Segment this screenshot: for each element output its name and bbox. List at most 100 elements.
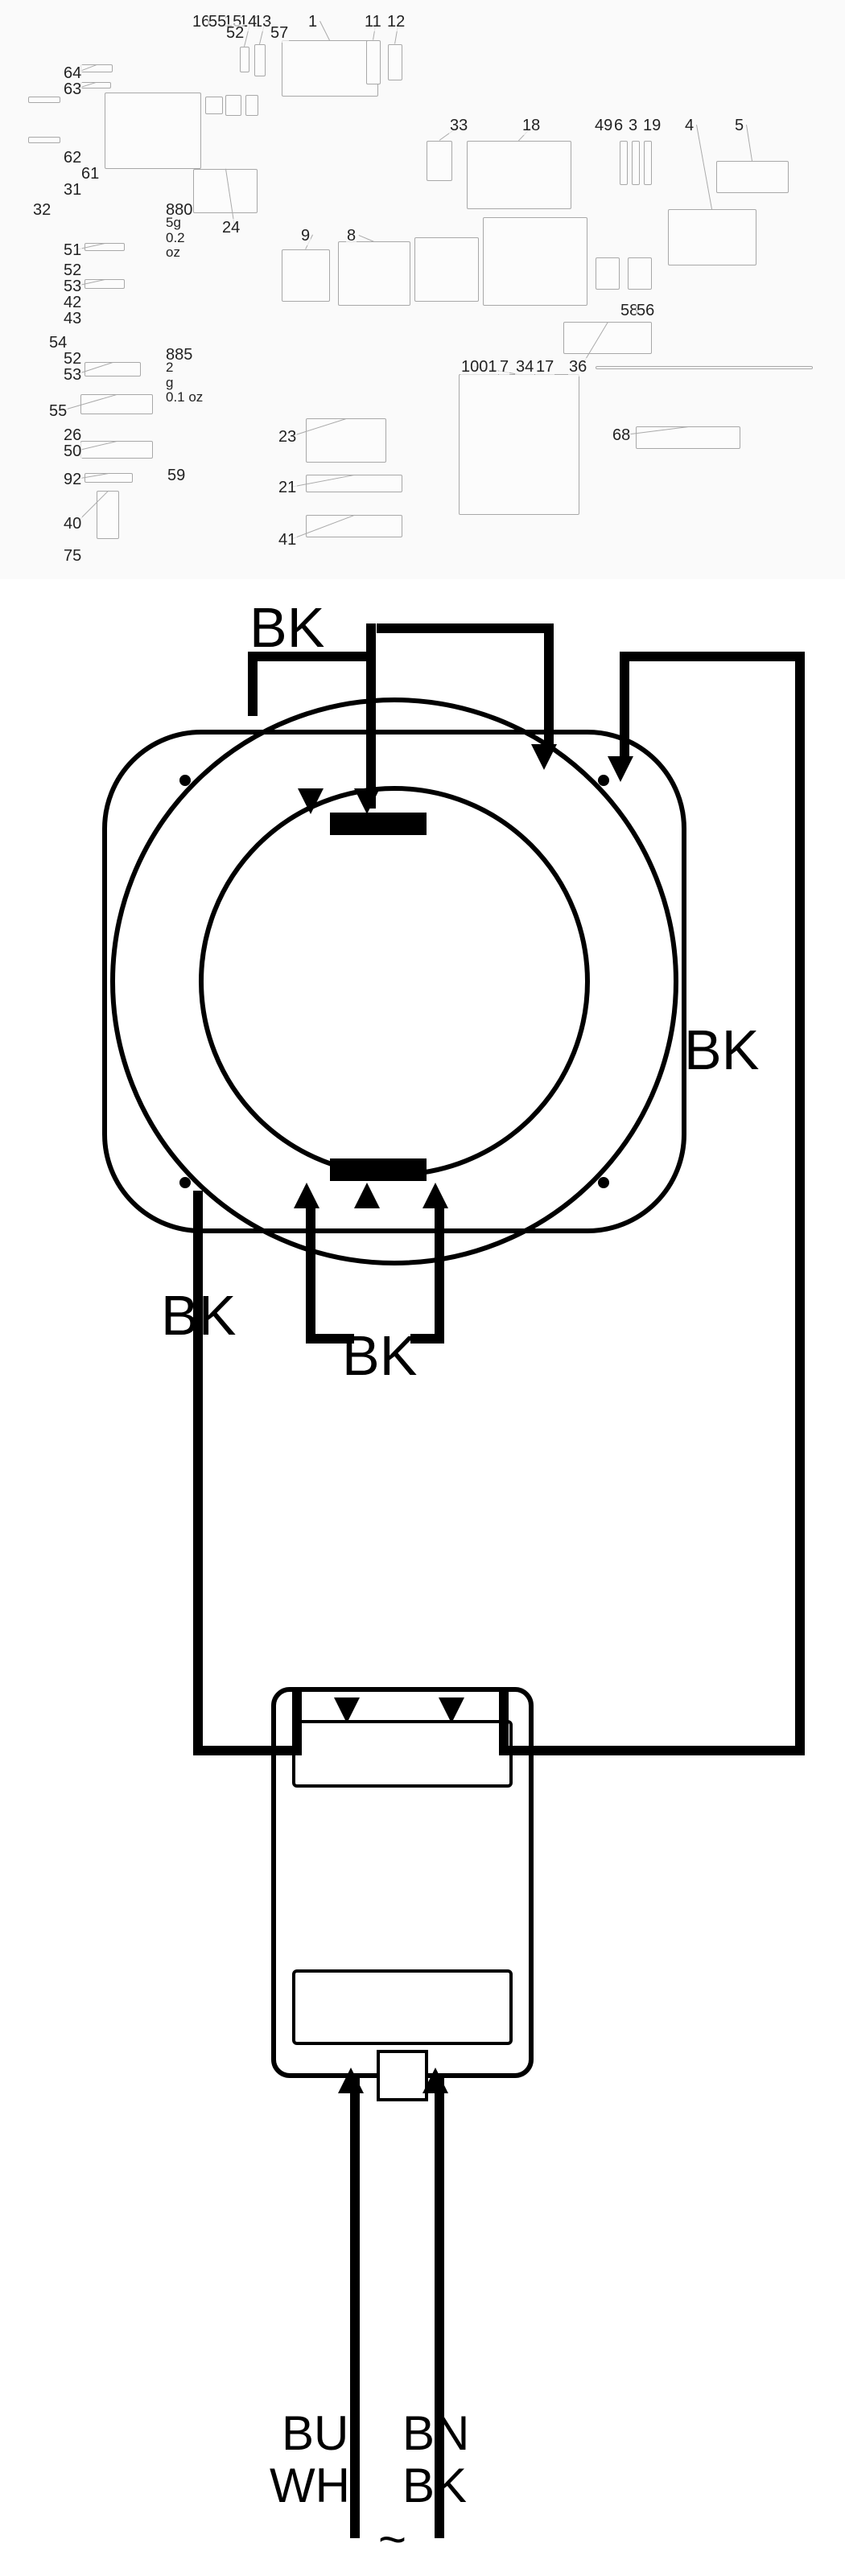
part-sketch xyxy=(628,257,652,290)
wire xyxy=(795,652,805,1754)
part-number-3: 3 xyxy=(628,117,638,135)
wire xyxy=(248,652,258,716)
arrow-up xyxy=(422,1183,448,1208)
part-sketch-1001 xyxy=(459,374,579,515)
wire xyxy=(544,623,554,744)
part-number-63: 63 xyxy=(63,80,82,99)
wire-label-BK: BK xyxy=(342,1323,417,1388)
part-number-7: 7 xyxy=(499,358,509,377)
part-sketch-11 xyxy=(366,40,381,84)
part-number-36: 36 xyxy=(568,358,587,377)
part-number-49: 49 xyxy=(594,117,613,135)
wire-label-WH: WH xyxy=(270,2458,350,2513)
part-number-40: 40 xyxy=(63,515,82,533)
part-sketch xyxy=(483,217,587,306)
part-number-62: 62 xyxy=(63,149,82,167)
arrow-down xyxy=(608,756,633,782)
part-number-75: 75 xyxy=(63,547,82,566)
part-sketch-14 xyxy=(240,47,249,72)
wire xyxy=(377,623,554,633)
part-number-5: 5 xyxy=(734,117,744,135)
part-number-8: 8 xyxy=(346,227,357,245)
arrow-down xyxy=(334,1697,360,1723)
grease-note-885: 2g0.1 oz xyxy=(165,360,204,405)
part-number-51: 51 xyxy=(63,241,82,260)
wire xyxy=(193,1746,302,1755)
part-number-56: 56 xyxy=(636,302,655,320)
part-number-6: 6 xyxy=(613,117,624,135)
grease-note-880: 5g0.2oz xyxy=(165,216,186,261)
part-sketch xyxy=(245,95,258,116)
arrow-up xyxy=(422,2068,448,2093)
wire-label-BN: BN xyxy=(402,2405,469,2461)
part-number-61: 61 xyxy=(80,165,100,183)
part-sketch-53 xyxy=(84,279,125,289)
part-number-52: 52 xyxy=(225,24,245,43)
leader-line xyxy=(319,21,330,40)
exploded-view-panel: 1111213141516525557646362613132880243318… xyxy=(0,0,845,579)
arrow-down xyxy=(439,1697,464,1723)
part-number-43: 43 xyxy=(63,310,82,328)
wire xyxy=(620,652,629,756)
part-number-41: 41 xyxy=(278,531,297,549)
part-sketch-55 xyxy=(80,394,153,414)
part-number-92: 92 xyxy=(63,471,82,489)
part-number-34: 34 xyxy=(515,358,534,377)
part-sketch-21 xyxy=(306,475,402,492)
part-sketch xyxy=(596,366,813,369)
part-number-32: 32 xyxy=(32,201,52,220)
part-sketch-41 xyxy=(306,515,402,537)
part-number-24: 24 xyxy=(221,219,241,237)
wire xyxy=(499,1746,805,1755)
part-sketch-8 xyxy=(338,241,410,306)
wire xyxy=(435,1207,444,1344)
part-number-11: 11 xyxy=(364,13,382,31)
part-sketch-4 xyxy=(668,209,756,265)
part-number-21: 21 xyxy=(278,479,297,497)
wire xyxy=(292,1689,302,1755)
part-sketch xyxy=(28,97,60,103)
part-sketch-13 xyxy=(254,44,266,76)
part-sketch-33 xyxy=(427,141,452,181)
part-number-12: 12 xyxy=(386,13,406,31)
part-number-68: 68 xyxy=(612,426,631,445)
part-sketch-36 xyxy=(563,322,652,354)
part-sketch xyxy=(105,93,201,169)
wiring-svg xyxy=(0,579,845,2576)
part-number-23: 23 xyxy=(278,428,297,446)
part-number-17: 17 xyxy=(535,358,554,377)
wire-label-BK: BK xyxy=(684,1018,759,1082)
wire-label-BU: BU xyxy=(282,2405,348,2461)
wire-label-BK: BK xyxy=(249,595,324,660)
part-sketch-9 xyxy=(282,249,330,302)
part-number-57: 57 xyxy=(270,24,289,43)
arrow-down xyxy=(354,788,380,814)
part-number-9: 9 xyxy=(300,227,311,245)
part-sketch xyxy=(205,97,223,114)
part-number-59: 59 xyxy=(167,467,186,485)
part-sketch-50 xyxy=(80,441,153,459)
part-sketch xyxy=(414,237,479,302)
part-sketch-92 xyxy=(84,473,133,483)
wire xyxy=(499,1689,509,1755)
part-number-4: 4 xyxy=(684,117,695,135)
part-number-31: 31 xyxy=(63,181,82,200)
part-number-53: 53 xyxy=(63,366,82,385)
part-sketch-23 xyxy=(306,418,386,463)
wire-label-BK: BK xyxy=(402,2458,467,2513)
wire-label-BK: BK xyxy=(161,1283,236,1348)
part-sketch xyxy=(225,95,241,116)
wire xyxy=(620,652,805,661)
part-number-18: 18 xyxy=(521,117,541,135)
part-sketch xyxy=(644,141,652,185)
part-number-1001: 1001 xyxy=(460,358,498,377)
leader-line xyxy=(746,125,752,161)
part-sketch xyxy=(596,257,620,290)
wire xyxy=(193,1191,203,1754)
part-sketch-1 xyxy=(282,40,378,97)
arrow-down xyxy=(531,744,557,770)
part-sketch xyxy=(620,141,628,185)
part-number-19: 19 xyxy=(642,117,662,135)
part-number-1: 1 xyxy=(307,13,318,31)
part-sketch-51 xyxy=(84,243,125,251)
